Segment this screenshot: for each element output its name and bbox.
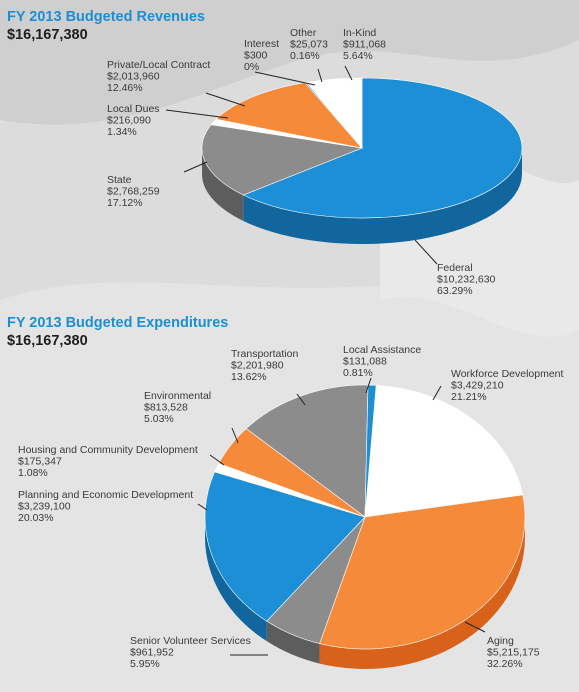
exp-slice-transportation (245, 384, 369, 518)
exp-slice-planning-and-economic-development (204, 471, 366, 622)
rev-label-other-name: Other (290, 27, 317, 39)
revenues-pie: Federal$10,232,63063.29%State$2,768,2591… (107, 27, 523, 297)
rev-side-federal (243, 148, 523, 245)
exp-slice-local-assistance (364, 384, 377, 518)
exp-label-environmental-name: Environmental (144, 390, 211, 402)
exp-label-housing-and-community-development: Housing and Community Development$175,34… (18, 444, 225, 479)
exp-label-planning-and-economic-development-name: Planning and Economic Development (18, 489, 193, 501)
exp-label-aging-name: Aging (487, 635, 514, 647)
rev-label-interest-amount: $300 (244, 50, 268, 62)
rev-label-private-local-contract-amount: $2,013,960 (107, 71, 160, 83)
expenditures-total: $16,167,380 (7, 333, 88, 349)
exp-label-transportation-percent: 13.62% (231, 371, 267, 383)
rev-label-federal-amount: $10,232,630 (437, 274, 496, 286)
rev-side-state (202, 148, 244, 221)
exp-label-senior-volunteer-services-percent: 5.95% (130, 658, 160, 670)
rev-slice-in-kind (305, 77, 363, 149)
exp-side-aging (319, 517, 525, 669)
rev-slice-state (201, 124, 364, 196)
rev-label-interest-name: Interest (244, 38, 279, 50)
exp-label-aging-amount: $5,215,175 (487, 647, 540, 659)
rev-label-state-name: State (107, 174, 132, 186)
rev-label-other-percent: 0.16% (290, 50, 320, 62)
exp-label-housing-and-community-development-amount: $175,347 (18, 456, 62, 468)
rev-label-other-amount: $25,073 (290, 39, 328, 51)
rev-label-local-dues-percent: 1.34% (107, 126, 137, 138)
rev-label-in-kind-percent: 5.64% (343, 50, 373, 62)
revenues-total: $16,167,380 (7, 27, 88, 43)
exp-label-housing-and-community-development-percent: 1.08% (18, 467, 48, 479)
exp-label-local-assistance-name: Local Assistance (343, 344, 421, 356)
exp-label-workforce-development-percent: 21.21% (451, 391, 487, 403)
rev-label-federal-name: Federal (437, 262, 473, 274)
rev-label-private-local-contract-name: Private/Local Contract (107, 59, 210, 71)
rev-label-local-dues-name: Local Dues (107, 103, 160, 115)
exp-slice-aging (319, 494, 526, 650)
rev-label-federal-percent: 63.29% (437, 285, 473, 297)
revenues-chart: FY 2013 Budgeted Revenues $16,167,380 Fe… (0, 0, 579, 310)
exp-label-planning-and-economic-development: Planning and Economic Development$3,239,… (18, 489, 208, 524)
exp-label-planning-and-economic-development-amount: $3,239,100 (18, 501, 71, 513)
rev-label-local-dues-amount: $216,090 (107, 115, 151, 127)
expenditures-title: FY 2013 Budgeted Expenditures (7, 315, 229, 331)
exp-label-transportation-amount: $2,201,980 (231, 360, 284, 372)
rev-label-in-kind-name: In-Kind (343, 27, 376, 39)
exp-label-planning-and-economic-development-percent: 20.03% (18, 512, 54, 524)
exp-label-local-assistance-amount: $131,088 (343, 356, 387, 368)
exp-label-senior-volunteer-services-amount: $961,952 (130, 647, 174, 659)
rev-label-state-amount: $2,768,259 (107, 186, 160, 198)
expenditures-chart: FY 2013 Budgeted Expenditures $16,167,38… (0, 310, 579, 692)
exp-label-housing-and-community-development-name: Housing and Community Development (18, 444, 198, 456)
rev-label-in-kind-amount: $911,068 (343, 39, 386, 51)
rev-slice-federal (242, 77, 523, 219)
rev-label-state-percent: 17.12% (107, 197, 143, 209)
rev-label-interest-percent: 0% (244, 61, 259, 73)
exp-label-transportation-name: Transportation (231, 348, 298, 360)
exp-label-aging-percent: 32.26% (487, 658, 523, 670)
exp-label-workforce-development-name: Workforce Development (451, 368, 564, 380)
exp-label-environmental-amount: $813,528 (144, 402, 188, 414)
exp-side-senior-volunteer-services (266, 621, 320, 664)
rev-label-private-local-contract-percent: 12.46% (107, 82, 143, 94)
revenues-title: FY 2013 Budgeted Revenues (7, 9, 205, 25)
exp-label-workforce-development-amount: $3,429,210 (451, 380, 504, 392)
exp-label-environmental-percent: 5.03% (144, 413, 174, 425)
exp-label-senior-volunteer-services-name: Senior Volunteer Services (130, 635, 251, 647)
exp-slice-workforce-development (364, 385, 524, 518)
exp-label-local-assistance-percent: 0.81% (343, 367, 373, 379)
